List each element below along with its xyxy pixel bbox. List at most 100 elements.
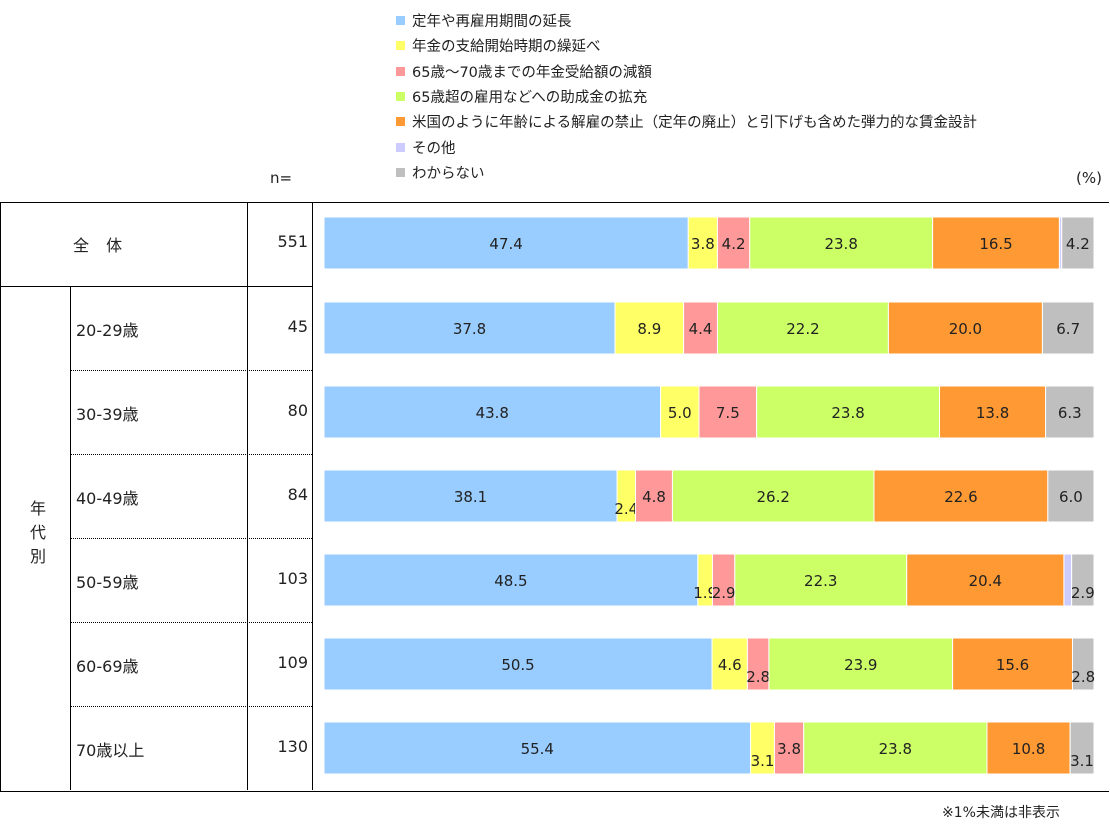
row-label: 60-69歳 xyxy=(76,657,139,676)
legend-item: 65歳～70歳までの年金受給額の減額 xyxy=(396,59,977,84)
legend-label: 65歳～70歳までの年金受給額の減額 xyxy=(412,64,652,81)
data-label: 16.5 xyxy=(979,235,1012,253)
row-label: 70歳以上 xyxy=(76,741,145,760)
bar-segment xyxy=(683,301,718,355)
bar-segment xyxy=(873,469,1049,523)
n-column-header: n= xyxy=(270,169,293,187)
data-label: 20.4 xyxy=(969,572,1002,590)
data-label: 1.9 xyxy=(693,584,717,602)
data-label: 4.2 xyxy=(1066,235,1090,253)
bar-segment xyxy=(1045,385,1095,439)
legend-item: 65歳超の雇用などへの助成金の拡充 xyxy=(396,84,977,109)
data-label: 48.5 xyxy=(494,572,527,590)
bar-segment xyxy=(323,553,699,607)
data-label: 23.9 xyxy=(844,656,877,674)
legend-label: 65歳超の雇用などへの助成金の拡充 xyxy=(412,90,648,107)
row-label: 30-39歳 xyxy=(76,405,139,424)
data-label: 22.6 xyxy=(944,488,977,506)
legend-item: 米国のように年齢による解雇の禁止（定年の廃止）と引下げも含めた弾力的な賃金設計 xyxy=(396,109,977,134)
bar-segment xyxy=(1069,721,1095,775)
chart-table-frame xyxy=(0,202,1109,792)
data-label: 13.8 xyxy=(976,404,1009,422)
bar-segment xyxy=(660,385,700,439)
bar-segment xyxy=(698,385,758,439)
bar-segment xyxy=(749,216,934,270)
bar-segment xyxy=(734,553,908,607)
bar-segment xyxy=(1061,216,1095,270)
legend-label: 定年や再雇用期間の延長 xyxy=(412,14,572,31)
row-n-value: 103 xyxy=(277,569,308,588)
data-label: 2.8 xyxy=(746,668,770,686)
row-divider xyxy=(70,454,312,455)
data-label: 50.5 xyxy=(501,656,534,674)
legend-swatch xyxy=(396,16,405,26)
bar-segment xyxy=(768,637,954,691)
bar-segment xyxy=(803,721,988,775)
legend-swatch xyxy=(396,92,405,102)
group-label: 年代別 xyxy=(27,500,46,572)
bar-segment xyxy=(773,721,805,775)
bar-segment xyxy=(986,721,1071,775)
legend-swatch xyxy=(396,41,405,51)
row-n-value: 130 xyxy=(277,737,308,756)
data-label: 4.6 xyxy=(718,656,742,674)
data-label: 43.8 xyxy=(476,404,509,422)
unit-label: (%) xyxy=(1076,169,1102,187)
legend-swatch xyxy=(396,167,405,177)
data-label: 3.1 xyxy=(751,752,775,770)
data-label: 7.5 xyxy=(716,404,740,422)
bar-segment xyxy=(716,301,889,355)
bar-segment xyxy=(932,216,1060,270)
legend-swatch xyxy=(396,117,405,127)
row-n-value: 45 xyxy=(287,317,308,336)
data-label: 23.8 xyxy=(824,235,857,253)
bar-segment xyxy=(711,637,748,691)
data-label: 8.9 xyxy=(637,320,661,338)
data-label: 4.2 xyxy=(722,235,746,253)
data-label: 2.8 xyxy=(1071,668,1095,686)
bar-segment xyxy=(323,385,662,439)
data-label: 22.2 xyxy=(786,320,819,338)
bar-segment xyxy=(635,469,673,523)
legend-label: 米国のように年齢による解雇の禁止（定年の廃止）と引下げも含めた弾力的な賃金設計 xyxy=(412,115,978,132)
column-divider xyxy=(312,202,313,790)
legend-item: わからない xyxy=(396,160,977,185)
data-label: 38.1 xyxy=(454,488,487,506)
row-divider xyxy=(70,538,312,539)
bar-segment xyxy=(614,301,685,355)
data-label: 3.8 xyxy=(691,235,715,253)
data-label: 2.9 xyxy=(1071,584,1095,602)
legend-label: わからない xyxy=(412,165,485,182)
bar-segment xyxy=(939,385,1047,439)
row-divider xyxy=(70,622,312,623)
legend-item: 年金の支給開始時期の繰延べ xyxy=(396,33,977,58)
bar-segment xyxy=(323,721,752,775)
row-label: 20-29歳 xyxy=(76,321,139,340)
bar-segment xyxy=(323,301,616,355)
data-label: 6.0 xyxy=(1059,488,1083,506)
legend-label: その他 xyxy=(412,140,456,157)
data-label: 6.3 xyxy=(1058,404,1082,422)
row-n-value: 84 xyxy=(287,485,308,504)
data-label: 22.3 xyxy=(804,572,837,590)
legend-item: 定年や再雇用期間の延長 xyxy=(396,8,977,33)
data-label: 26.2 xyxy=(757,488,790,506)
legend-item: その他 xyxy=(396,134,977,159)
row-label: 50-59歳 xyxy=(76,573,139,592)
data-label: 23.8 xyxy=(831,404,864,422)
data-label: 6.7 xyxy=(1056,320,1080,338)
data-label: 3.8 xyxy=(777,740,801,758)
bar-segment xyxy=(1047,469,1095,523)
legend-label: 年金の支給開始時期の繰延べ xyxy=(412,39,601,56)
data-label: 2.4 xyxy=(614,500,638,518)
data-label: 37.8 xyxy=(453,320,486,338)
row-label: 全 体 xyxy=(73,236,129,255)
bar-segment xyxy=(716,216,751,270)
bar-segment xyxy=(687,216,718,270)
bar-segment xyxy=(952,637,1073,691)
bar-segment xyxy=(671,469,875,523)
row-n-value: 109 xyxy=(277,653,308,672)
bar-segment xyxy=(1041,301,1095,355)
row-divider xyxy=(70,370,312,371)
